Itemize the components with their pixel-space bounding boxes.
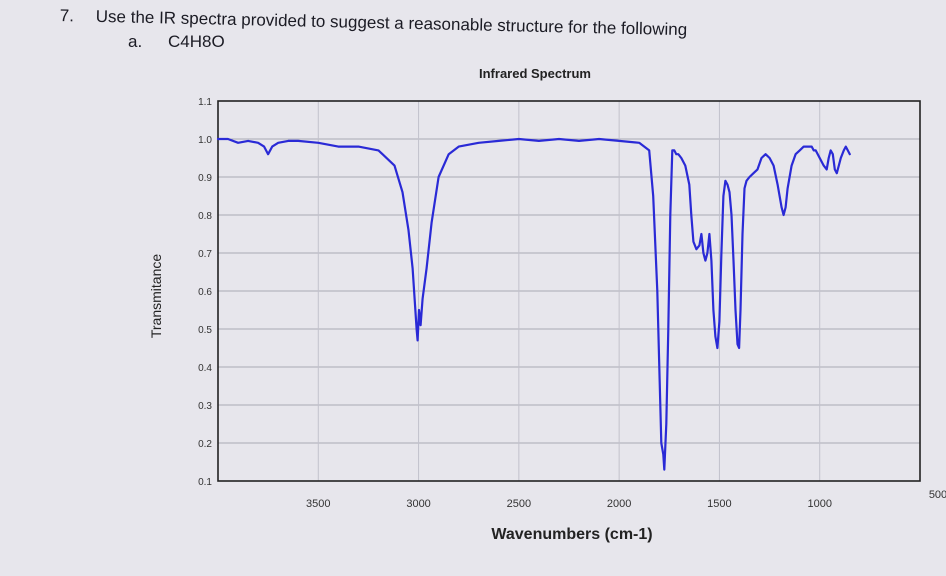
y-tick-label: 0.6 <box>198 287 212 298</box>
y-axis-label: Transmitance <box>148 254 164 339</box>
y-tick-label: 0.5 <box>198 325 212 336</box>
plot-frame <box>217 100 921 482</box>
x-tick-label: 3500 <box>306 498 330 510</box>
y-tick-label: 1.1 <box>198 97 212 108</box>
molecular-formula: C4H8O <box>168 32 225 51</box>
y-tick-label: 0.4 <box>198 363 212 374</box>
question-part: a. C4H8O <box>128 32 225 52</box>
y-tick-label: 0.2 <box>198 439 212 450</box>
y-tick-label: 0.1 <box>198 477 212 488</box>
series-line <box>216 137 851 471</box>
y-tick-label: 0.9 <box>198 173 212 184</box>
x-tick-label: 500 <box>929 489 946 501</box>
x-tick-label: 3000 <box>406 498 430 510</box>
x-axis-ticks: 3500 3000 2500 2000 1500 1000 500 <box>306 489 946 510</box>
x-tick-label: 2500 <box>507 498 531 510</box>
x-tick-label: 1500 <box>707 498 731 510</box>
y-tick-label: 0.3 <box>198 401 212 412</box>
x-tick-label: 2000 <box>607 498 631 510</box>
x-tick-label: 1000 <box>807 498 831 510</box>
grid <box>218 101 920 481</box>
y-tick-label: 1.0 <box>198 135 212 146</box>
y-tick-label: 0.7 <box>198 249 212 260</box>
part-label: a. <box>128 32 143 51</box>
y-axis-ticks: 1.1 1.0 0.9 0.8 0.7 0.6 0.5 0.4 0.3 0.2 0.1 <box>198 97 212 488</box>
y-tick-label: 0.8 <box>198 211 212 222</box>
chart-title: Infrared Spectrum <box>479 66 591 81</box>
x-axis-label: Wavenumbers (cm-1) <box>491 526 652 543</box>
